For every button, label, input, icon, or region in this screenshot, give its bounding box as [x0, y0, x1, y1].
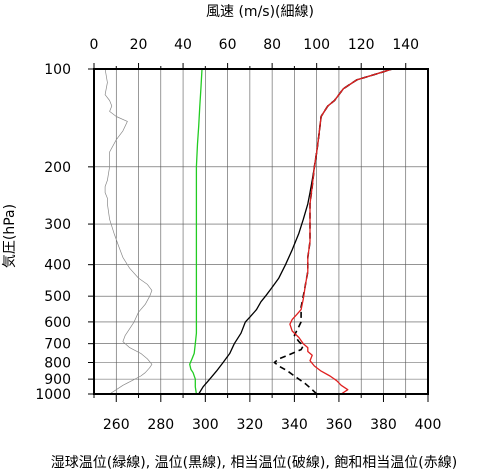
y-tick-label: 700 — [44, 337, 71, 353]
top-tick-label: 20 — [130, 37, 148, 53]
top-tick-label: 120 — [348, 37, 375, 53]
bottom-tick-label: 280 — [147, 417, 174, 433]
bottom-tick-label: 340 — [281, 417, 308, 433]
bottom-axis-title: 湿球温位(緑線), 温位(黒線), 相当温位(破線), 飽和相当温位(赤線) — [51, 454, 457, 471]
bottom-tick-label: 380 — [370, 417, 397, 433]
top-tick-label: 80 — [263, 37, 281, 53]
plot-frame — [93, 68, 429, 395]
series-line-wind — [104, 68, 153, 395]
y-tick-label: 600 — [44, 315, 71, 331]
grid — [93, 68, 429, 395]
bottom-tick-label: 320 — [236, 417, 263, 433]
y-tick-label: 200 — [44, 160, 71, 176]
y-tick-label: 400 — [44, 258, 71, 274]
y-tick-label: 300 — [44, 217, 71, 233]
top-tick-label: 0 — [90, 37, 99, 53]
y-tick-label: 1000 — [35, 387, 71, 403]
top-tick-label: 140 — [392, 37, 419, 53]
axes-frame — [88, 63, 429, 402]
bottom-tick-label: 360 — [326, 417, 353, 433]
y-axis-title: 気圧(hPa) — [2, 204, 18, 268]
y-tick-label: 900 — [44, 372, 71, 388]
series-line-wet-bulb-pt — [189, 68, 203, 395]
bottom-tick-label: 300 — [192, 417, 219, 433]
tick-labels: 0 20 40 60 80 100 120 140 260 280 300 320 340 360 380 4… — [35, 37, 441, 433]
top-tick-label: 40 — [174, 37, 192, 53]
y-tick-label: 100 — [44, 62, 71, 78]
y-tick-label: 500 — [44, 289, 71, 305]
bottom-tick-label: 400 — [415, 417, 442, 433]
bottom-tick-label: 260 — [103, 417, 130, 433]
series-line-equivalent-pt — [273, 68, 393, 395]
y-tick-label: 800 — [44, 356, 71, 372]
top-axis-title: 風速 (m/s)(細線) — [206, 4, 314, 20]
plot-area — [104, 68, 393, 395]
series-line-saturated-equivalent-pt — [289, 68, 393, 395]
top-tick-label: 100 — [303, 37, 330, 53]
top-tick-label: 60 — [219, 37, 237, 53]
